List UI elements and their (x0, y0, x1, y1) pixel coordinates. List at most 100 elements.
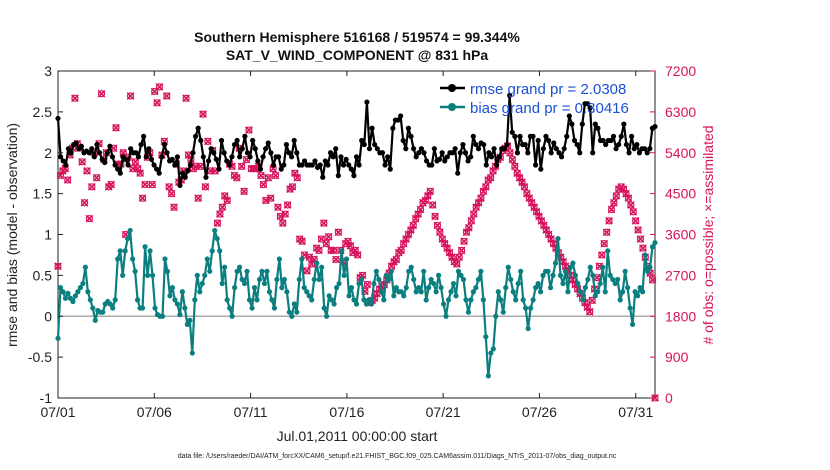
rmse-point (89, 146, 95, 152)
rmse-point (237, 154, 243, 160)
obs-possible-point (506, 149, 514, 157)
rmse-point (135, 154, 142, 160)
rmse-point (374, 146, 380, 152)
obs-assimilated-point (83, 167, 91, 175)
obs-possible-point (88, 183, 96, 191)
rmse-point (104, 150, 110, 156)
rmse-point (436, 156, 443, 162)
obs-assimilated-point (261, 196, 270, 205)
rmse-point (65, 146, 71, 152)
obs-assimilated-point (559, 257, 568, 266)
obs-possible-point (303, 267, 311, 275)
bias-point (132, 268, 138, 274)
obs-assimilated-point (513, 169, 522, 178)
bias-point (202, 272, 208, 278)
bias-point (142, 244, 148, 250)
obs-assimilated-point (332, 255, 340, 264)
obs-possible-point (632, 217, 640, 225)
rmse-point (460, 141, 466, 148)
obs-possible-point (213, 219, 222, 227)
rmse-point (577, 150, 583, 156)
obs-assimilated-point (547, 235, 555, 243)
rmse-point (224, 158, 230, 164)
obs-assimilated-point (523, 189, 531, 198)
rmse-point (317, 162, 323, 168)
obs-assimilated-point (607, 205, 616, 214)
bias-point (610, 276, 616, 283)
obs-assimilated-point (639, 244, 647, 252)
rmse-point (213, 156, 219, 162)
x-axis-label: Jul.01,2011 00:00:00 start (277, 428, 438, 444)
y-tick-label: 0.5 (33, 267, 53, 283)
obs-assimilated-point (278, 219, 287, 228)
obs-assimilated-point (436, 228, 444, 237)
bias-point (281, 276, 287, 283)
rmse-point (551, 140, 557, 146)
obs-assimilated-point (631, 217, 640, 225)
rmse-point (564, 133, 570, 139)
rmse-point (252, 146, 258, 152)
obs-assimilated-point (329, 246, 338, 255)
rmse-point (385, 154, 391, 160)
rmse-point (556, 150, 562, 156)
rmse-point (579, 121, 585, 127)
rmse-point (439, 150, 445, 156)
bias-point (177, 312, 183, 318)
obs-assimilated-point (223, 196, 232, 205)
rmse-point (143, 154, 149, 160)
bias-point (590, 272, 596, 278)
obs-assimilated-point (585, 307, 594, 316)
bias-point (336, 280, 342, 287)
obs-possible-point (610, 199, 618, 207)
rmse-point (216, 166, 222, 172)
obs-possible-point (141, 180, 149, 189)
rmse-point (239, 146, 245, 152)
obs-assimilated-point (334, 228, 343, 237)
bias-point (112, 297, 118, 303)
rmse-point (494, 162, 500, 168)
obs-assimilated-point (530, 203, 539, 212)
bias-point (57, 285, 64, 291)
obs-possible-point (603, 228, 611, 236)
obs-assimilated-point (411, 214, 420, 223)
bias-point (597, 280, 603, 287)
rmse-point (260, 154, 266, 160)
rmse-point (348, 166, 354, 172)
rmse-point (322, 158, 328, 164)
obs-assimilated-point (344, 237, 352, 246)
obs-possible-point (436, 228, 444, 236)
bias-point (269, 297, 275, 303)
rmse-point (182, 174, 188, 180)
obs-assimilated-point (199, 110, 207, 119)
bias-point (572, 272, 579, 278)
rmse-point (250, 137, 256, 144)
rmse-point (283, 141, 290, 148)
obs-assimilated-point (539, 221, 548, 230)
bias-point (562, 268, 569, 274)
rmse-point (610, 133, 617, 139)
rmse-point (125, 162, 131, 168)
obs-assimilated-point (85, 214, 94, 223)
bias-point (652, 240, 658, 246)
rmse-point (623, 141, 630, 148)
obs-possible-point (648, 276, 657, 284)
obs-assimilated-point (141, 180, 149, 189)
bias-point (587, 264, 593, 270)
rmse-point (647, 146, 653, 152)
rmse-point (558, 154, 565, 160)
bias-point (366, 297, 372, 303)
bias-point (80, 280, 86, 287)
rmse-point (595, 125, 601, 131)
rmse-point (234, 137, 240, 144)
obs-possible-point (107, 180, 115, 189)
obs-assimilated-point (259, 180, 268, 189)
bias-point (518, 268, 524, 274)
obs-assimilated-point (520, 182, 529, 191)
bias-point (495, 289, 501, 295)
bias-point (77, 285, 83, 291)
obs-possible-point (78, 158, 86, 166)
obs-assimilated-point (266, 194, 275, 203)
bias-point (371, 280, 377, 287)
rmse-point (141, 133, 147, 139)
x-tick-label: 07/16 (329, 404, 364, 420)
